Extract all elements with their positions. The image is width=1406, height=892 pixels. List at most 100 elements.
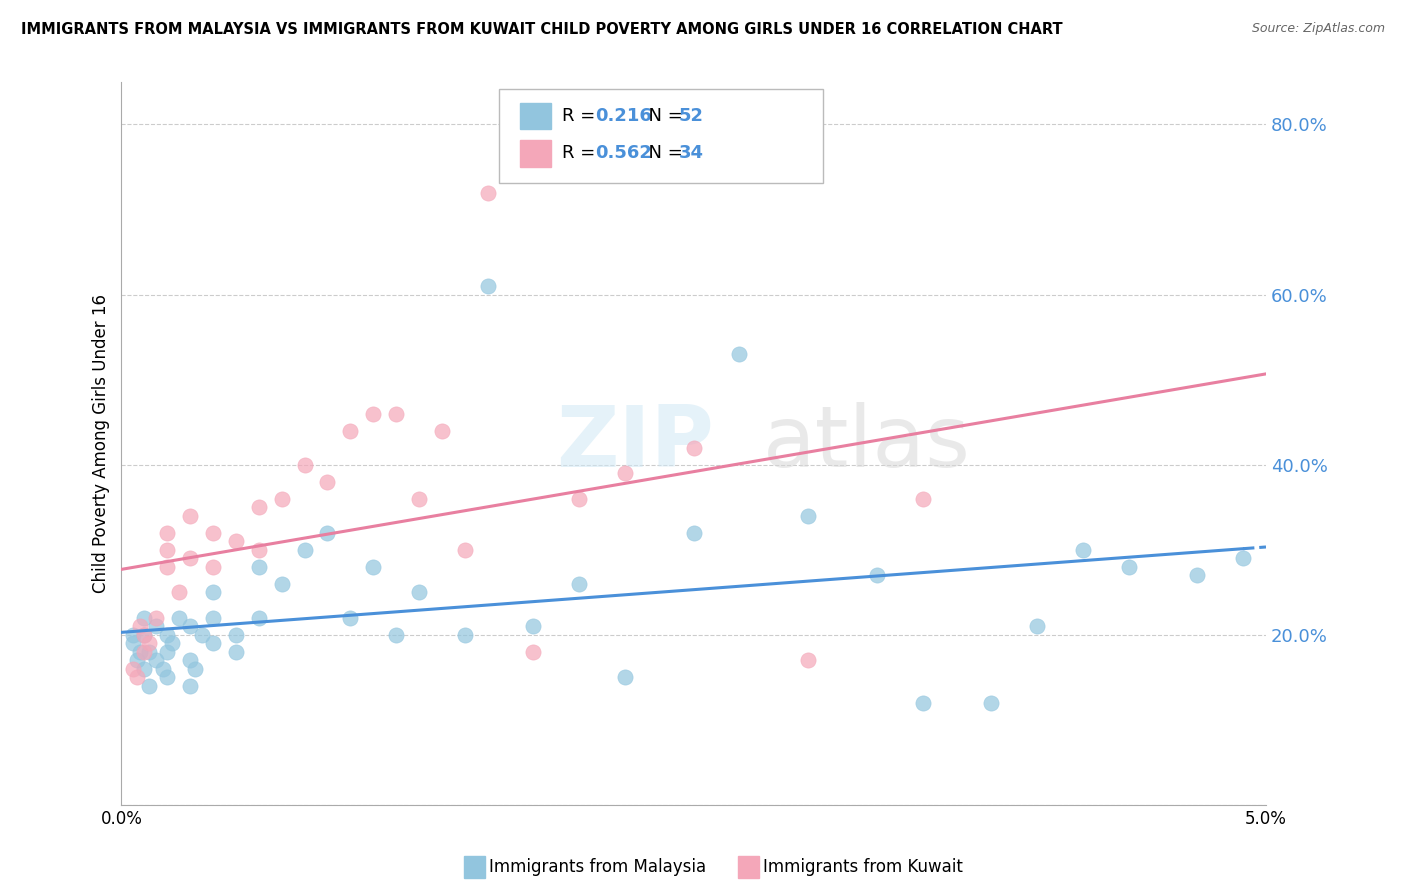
Text: 52: 52: [679, 107, 704, 125]
Point: [145, 653, 167, 667]
Point: [568, 491, 591, 506]
Point: [179, 653, 201, 667]
Point: [190, 628, 212, 642]
Point: [179, 508, 201, 523]
Point: [568, 577, 591, 591]
Point: [1118, 559, 1140, 574]
Point: [477, 279, 499, 293]
Point: [156, 645, 179, 659]
Point: [156, 542, 179, 557]
Point: [167, 611, 190, 625]
Text: 0.562: 0.562: [595, 145, 651, 162]
Point: [156, 559, 179, 574]
Point: [134, 628, 156, 642]
Point: [179, 679, 201, 693]
Point: [152, 662, 174, 676]
Point: [167, 585, 190, 599]
Point: [122, 636, 145, 650]
Text: N =: N =: [637, 107, 689, 125]
Point: [145, 611, 167, 625]
Point: [408, 491, 430, 506]
Text: ZIP: ZIP: [557, 402, 714, 485]
Point: [385, 628, 408, 642]
Point: [339, 611, 361, 625]
Point: [138, 636, 160, 650]
Point: [201, 636, 224, 650]
Point: [797, 653, 820, 667]
Point: [361, 407, 384, 421]
Point: [247, 559, 270, 574]
Text: IMMIGRANTS FROM MALAYSIA VS IMMIGRANTS FROM KUWAIT CHILD POVERTY AMONG GIRLS UND: IMMIGRANTS FROM MALAYSIA VS IMMIGRANTS F…: [21, 22, 1063, 37]
Point: [728, 347, 751, 361]
Point: [866, 568, 889, 582]
Point: [225, 534, 247, 549]
Point: [430, 424, 453, 438]
Point: [361, 559, 384, 574]
Point: [682, 525, 704, 540]
Point: [122, 628, 145, 642]
Point: [201, 585, 224, 599]
Point: [1187, 568, 1209, 582]
Point: [201, 525, 224, 540]
Point: [1026, 619, 1049, 633]
Y-axis label: Child Poverty Among Girls Under 16: Child Poverty Among Girls Under 16: [93, 294, 110, 593]
Point: [225, 628, 247, 642]
Point: [339, 424, 361, 438]
Point: [294, 458, 316, 472]
Point: [134, 611, 156, 625]
Point: [201, 611, 224, 625]
Point: [797, 508, 820, 523]
Point: [156, 670, 179, 684]
Point: [522, 619, 544, 633]
Point: [294, 542, 316, 557]
Point: [316, 475, 339, 489]
Point: [454, 542, 477, 557]
Point: [122, 662, 145, 676]
Point: [385, 407, 408, 421]
Text: R =: R =: [562, 107, 602, 125]
Text: Immigrants from Malaysia: Immigrants from Malaysia: [489, 858, 706, 876]
Point: [225, 645, 247, 659]
Point: [156, 628, 179, 642]
Point: [127, 670, 149, 684]
Point: [183, 662, 205, 676]
Point: [682, 441, 704, 455]
Point: [247, 500, 270, 515]
Point: [270, 491, 292, 506]
Point: [911, 491, 934, 506]
Text: 34: 34: [679, 145, 704, 162]
Point: [408, 585, 430, 599]
Point: [138, 679, 160, 693]
Point: [522, 645, 544, 659]
Point: [134, 628, 156, 642]
Point: [1232, 551, 1254, 566]
Point: [911, 696, 934, 710]
Point: [614, 467, 637, 481]
Point: [134, 645, 156, 659]
Point: [179, 551, 201, 566]
Point: [454, 628, 477, 642]
Point: [138, 645, 160, 659]
Point: [614, 670, 637, 684]
Point: [179, 619, 201, 633]
Point: [316, 525, 339, 540]
Point: [134, 662, 156, 676]
Point: [980, 696, 1002, 710]
Point: [160, 636, 183, 650]
Point: [201, 559, 224, 574]
Point: [477, 186, 499, 200]
Point: [127, 653, 149, 667]
Text: atlas: atlas: [762, 402, 970, 485]
Point: [247, 611, 270, 625]
Point: [128, 619, 150, 633]
Text: R =: R =: [562, 145, 602, 162]
Text: 0.216: 0.216: [595, 107, 651, 125]
Point: [270, 577, 292, 591]
Text: Source: ZipAtlas.com: Source: ZipAtlas.com: [1251, 22, 1385, 36]
Text: N =: N =: [637, 145, 689, 162]
Point: [128, 645, 150, 659]
Text: Immigrants from Kuwait: Immigrants from Kuwait: [763, 858, 963, 876]
Point: [247, 542, 270, 557]
Point: [1071, 542, 1094, 557]
Point: [145, 619, 167, 633]
